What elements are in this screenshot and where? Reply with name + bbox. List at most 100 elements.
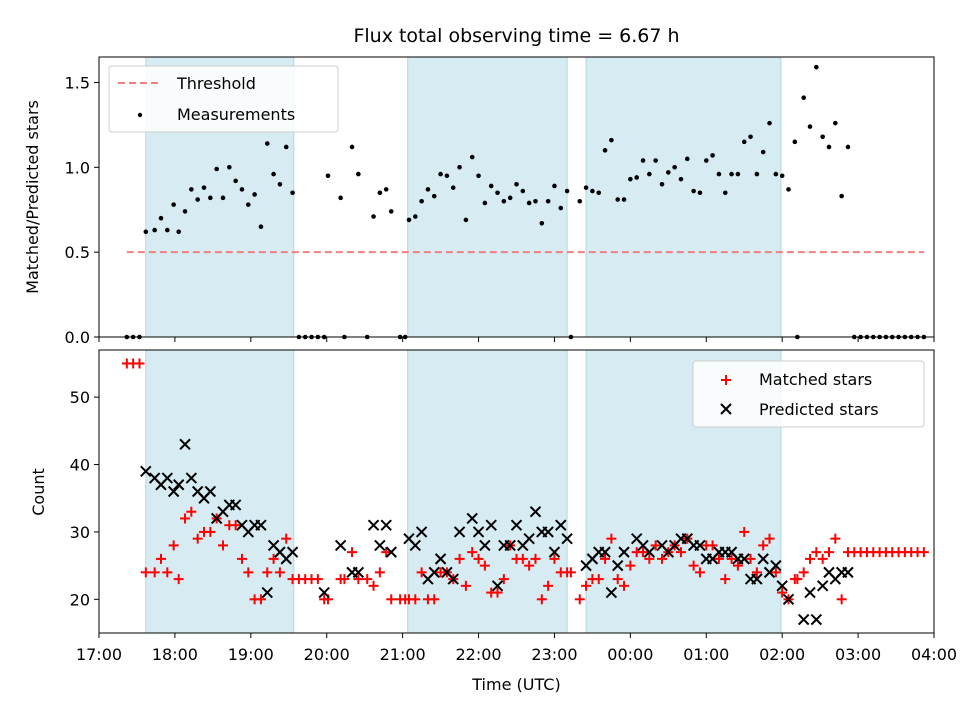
bottom-x-axis-ticks: 17:00 18:00 19:00 20:00 21:00 22:00 23:00 00:00… [76, 633, 957, 664]
measurement-point [412, 214, 418, 219]
matched-star-marker [149, 567, 160, 578]
matched-star-marker [644, 553, 655, 564]
measurement-point [760, 149, 766, 155]
predicted-star-marker [776, 580, 788, 592]
matched-star-marker [770, 567, 781, 578]
predicted-star-marker [428, 566, 440, 579]
matched-star-marker [720, 574, 731, 585]
measurement-point [425, 187, 431, 192]
measurement-point [290, 190, 295, 196]
matched-star-marker [650, 540, 661, 551]
x-tick-label: 04:00 [911, 645, 957, 664]
bottom-y-axis-ticks: 20 30 40 50 [70, 388, 99, 609]
measurement-point [628, 176, 633, 182]
measurement-point [833, 120, 838, 126]
x-tick-label: 20:00 [304, 645, 350, 664]
measurement-point [501, 198, 507, 204]
measurement-point [583, 185, 589, 190]
y-tick-label: 50 [70, 388, 90, 407]
y-tick-label: 40 [70, 456, 90, 475]
predicted-star-marker [694, 539, 706, 552]
matched-star-marker [339, 574, 350, 585]
measurement-point [684, 156, 690, 162]
predicted-star-marker [479, 539, 491, 552]
top-y-axis-label: Matched/Predicted stars [23, 100, 42, 294]
matched-star-marker [625, 560, 636, 571]
measurement-point [338, 195, 343, 201]
predicted-star-marker [529, 506, 542, 518]
measurement-point [647, 171, 652, 177]
measurement-point [476, 173, 481, 179]
predicted-star-marker [804, 586, 816, 599]
matched-star-marker [374, 567, 385, 578]
predicted-star-marker [161, 472, 174, 484]
matched-star-marker [498, 574, 509, 585]
measurement-point [195, 197, 200, 202]
predicted-star-marker [415, 526, 428, 538]
predicted-star-marker [842, 566, 854, 579]
predicted-star-marker [485, 519, 497, 531]
measurement-point [710, 153, 715, 158]
predicted-stars-series [140, 438, 854, 626]
predicted-star-marker [185, 472, 198, 484]
top-x-axis-ticks [98, 337, 935, 342]
measurement-point [590, 188, 595, 194]
predicted-star-marker [466, 512, 478, 525]
bottom-observing-intervals [145, 349, 782, 634]
matched-star-marker [416, 567, 427, 578]
measurement-point [558, 205, 564, 211]
matched-star-marker [549, 553, 560, 564]
matched-star-marker [162, 567, 173, 578]
measurement-point [264, 141, 270, 146]
measurement-point [845, 144, 851, 150]
chart-title: Flux total observing time = 6.67 h [353, 25, 679, 47]
matched-star-marker [581, 580, 592, 591]
matched-star-marker [168, 540, 179, 551]
predicted-star-marker [757, 553, 769, 565]
x-tick-label: 00:00 [607, 645, 653, 664]
matched-star-marker [281, 533, 292, 544]
predicted-star-marker [605, 586, 618, 599]
predicted-star-marker [599, 546, 611, 558]
matched-star-marker [429, 594, 440, 605]
predicted-star-marker [542, 526, 554, 538]
bottom-legend: Matched stars Predicted stars [692, 360, 925, 428]
predicted-star-marker [738, 553, 750, 565]
matched-star-marker [565, 567, 576, 578]
predicted-star-marker [472, 526, 485, 538]
x-tick-label: 19:00 [228, 645, 274, 664]
measurement-point [520, 188, 526, 194]
measurement-point [208, 195, 213, 201]
predicted-star-marker [434, 553, 447, 565]
x-tick-label: 23:00 [531, 645, 577, 664]
x-tick-label: 18:00 [152, 645, 198, 664]
measurement-point [371, 214, 376, 219]
measurement-point [792, 139, 798, 145]
matched-star-marker [574, 594, 585, 605]
matched-star-marker [811, 547, 822, 558]
measurement-point [514, 181, 519, 187]
x-tick-label: 21:00 [380, 645, 426, 664]
predicted-star-marker [510, 519, 523, 531]
measurement-point [703, 158, 709, 163]
matched-star-marker [205, 526, 216, 537]
matched-star-marker [732, 560, 743, 571]
matched-star-marker [593, 574, 604, 585]
matched-star-marker [764, 533, 775, 544]
matched-star-marker [243, 567, 254, 578]
matched-star-marker [600, 553, 611, 564]
x-axis-label: Time (UTC) [471, 675, 560, 694]
predicted-star-marker [491, 580, 504, 592]
measurement-point [564, 188, 570, 194]
predicted-star-marker [751, 573, 763, 585]
matched-star-marker [792, 574, 803, 585]
matched-star-marker [517, 553, 528, 564]
predicted-star-marker [447, 573, 459, 585]
measurement-point [615, 197, 621, 202]
matched-star-marker [805, 553, 816, 564]
measurement-point [438, 171, 443, 177]
measurement-point [767, 120, 772, 126]
measurement-point [277, 181, 283, 187]
measurement-point [258, 224, 264, 229]
predicted-star-marker [334, 539, 347, 552]
